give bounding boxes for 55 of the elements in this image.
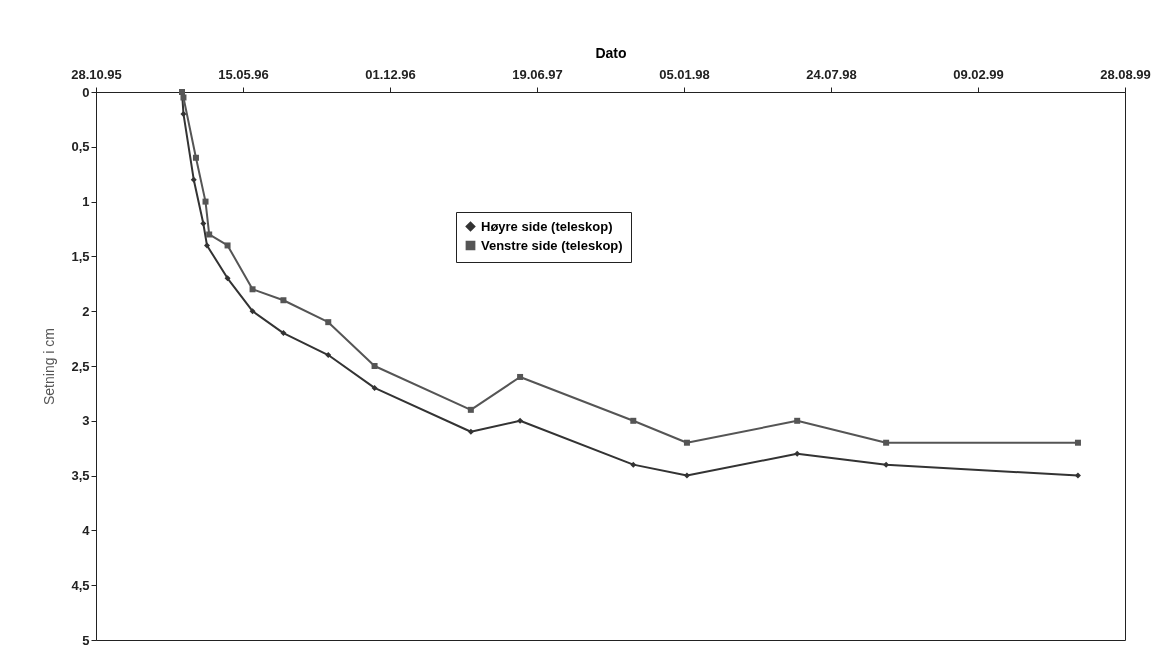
y-axis-title: Setning i cm bbox=[41, 327, 58, 406]
y-tick-label: 4,5 bbox=[71, 577, 90, 593]
point bbox=[371, 384, 378, 391]
point bbox=[280, 330, 287, 337]
point bbox=[517, 373, 524, 380]
point bbox=[249, 308, 256, 315]
point bbox=[202, 198, 209, 205]
point bbox=[794, 417, 801, 424]
point bbox=[683, 472, 690, 479]
point bbox=[630, 461, 637, 468]
point bbox=[180, 110, 187, 117]
y-tick-label: 3 bbox=[82, 413, 90, 429]
point bbox=[180, 94, 187, 101]
point bbox=[467, 406, 474, 413]
point bbox=[190, 176, 197, 183]
x-axis-title: Dato bbox=[595, 44, 627, 61]
y-tick-label: 1,5 bbox=[71, 248, 90, 264]
legend-label: Venstre side (teleskop) bbox=[481, 237, 623, 253]
point bbox=[192, 154, 199, 161]
x-tick-label: 15.05.96 bbox=[218, 66, 269, 82]
y-tick-label: 2,5 bbox=[71, 358, 90, 374]
point bbox=[280, 297, 287, 304]
legend-label: Høyre side (teleskop) bbox=[481, 218, 613, 234]
y-tick-label: 5 bbox=[82, 632, 90, 646]
y-tick-label: 2 bbox=[82, 303, 90, 319]
y-tick-label: 1 bbox=[82, 194, 90, 210]
y-tick-label: 0 bbox=[82, 84, 90, 100]
point bbox=[517, 417, 524, 424]
y-tick-label: 3,5 bbox=[71, 468, 90, 484]
y-tick-label: 0,5 bbox=[71, 139, 90, 155]
point bbox=[630, 417, 637, 424]
point bbox=[325, 352, 332, 359]
point bbox=[1074, 472, 1081, 479]
x-tick-label: 24.07.98 bbox=[806, 66, 857, 82]
point bbox=[1074, 439, 1081, 446]
x-tick-label: 05.01.98 bbox=[659, 66, 710, 82]
point bbox=[371, 363, 378, 369]
point bbox=[249, 286, 256, 293]
point bbox=[224, 275, 231, 282]
point bbox=[206, 231, 213, 238]
x-tick-label: 28.10.95 bbox=[71, 66, 122, 82]
point bbox=[683, 439, 690, 446]
point bbox=[794, 450, 801, 457]
point bbox=[883, 461, 890, 468]
point bbox=[200, 220, 207, 227]
point bbox=[224, 242, 231, 249]
point bbox=[203, 242, 210, 249]
point bbox=[325, 319, 332, 326]
x-tick-label: 01.12.96 bbox=[365, 66, 416, 82]
y-tick-label: 4 bbox=[82, 522, 91, 538]
x-tick-label: 28.08.99 bbox=[1100, 66, 1151, 82]
x-tick-label: 09.02.99 bbox=[953, 66, 1004, 82]
point bbox=[467, 428, 474, 435]
x-tick-label: 19.06.97 bbox=[512, 66, 563, 82]
point bbox=[883, 439, 890, 446]
